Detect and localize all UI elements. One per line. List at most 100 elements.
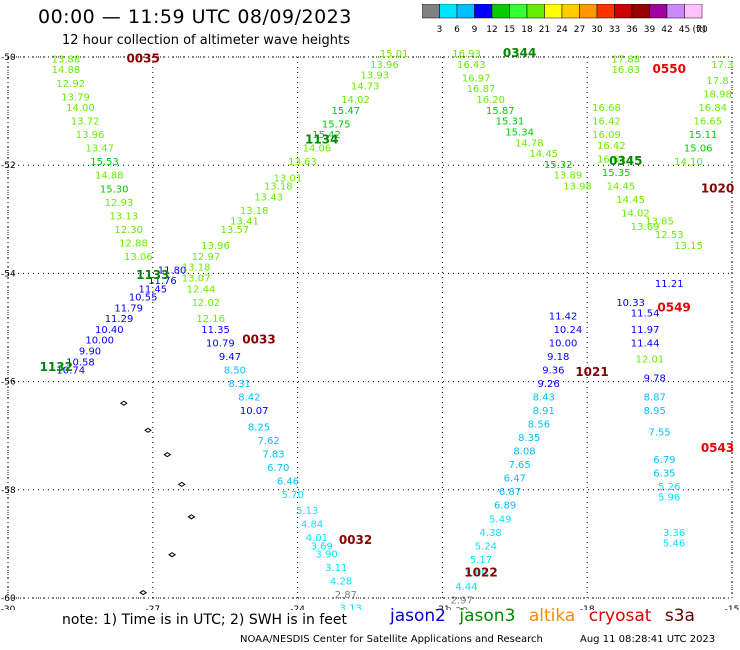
island-shape (139, 589, 148, 596)
wave-height-label: 6.47 (504, 474, 526, 485)
wave-height-label: 5.70 (282, 490, 304, 501)
wave-height-label: 3.11 (325, 563, 347, 574)
wave-height-label: 15.31 (496, 117, 525, 128)
wave-height-label: 15.35 (602, 168, 631, 179)
wave-height-label: 17.8 (706, 76, 728, 87)
wave-height-label: 14.88 (52, 65, 81, 76)
wave-height-label: 13.18 (240, 206, 269, 217)
pass-labels: 0035 1134 1133 0033 0032 1132 0344 0345 1021 1022… (40, 46, 735, 579)
colorbar-tick-label: 24 (556, 25, 568, 35)
wave-height-label: 16.63 (597, 154, 626, 165)
wave-height-label: 13.13 (110, 211, 139, 222)
wave-height-label: 8.95 (644, 406, 666, 417)
wave-height-label: 12.16 (196, 314, 225, 325)
colorbar-tick-label: 21 (539, 25, 550, 35)
wave-height-label: 9.36 (542, 365, 564, 376)
colorbar-tick-label: 39 (644, 25, 656, 35)
wave-height-label: 16.83 (611, 65, 640, 76)
wave-height-label: 12.44 (187, 284, 216, 295)
wave-height-label: 11.76 (148, 276, 177, 287)
wave-height-label: 3.89 (465, 568, 487, 579)
colorbar-tick-label: 33 (609, 25, 620, 35)
wave-height-label: 16.42 (592, 117, 621, 128)
land-islands (119, 400, 196, 596)
wave-height-label: 16.97 (462, 73, 491, 84)
wave-height-label: 6.89 (494, 501, 516, 512)
pass-time-label: 0035 (126, 51, 159, 65)
axis-ticks: -30 -27 -24 -21 -18 -15 -50 -52 -54 -56 -58 -60 (1, 53, 740, 610)
pass-time-label: 1133 (136, 268, 169, 282)
wave-height-label: 10.55 (129, 292, 158, 303)
wave-height-label: 4.28 (330, 576, 352, 587)
legend-s3a: s3a (664, 606, 695, 626)
island-shape (119, 400, 128, 406)
wave-height-label: 16.84 (698, 103, 727, 114)
colorbar-tick-label: 36 (626, 25, 638, 35)
wave-height-label: 5.49 (489, 514, 511, 525)
wave-height-label: 13.57 (221, 225, 250, 236)
wave-height-label: 15.47 (332, 106, 361, 117)
wave-height-label: 5.46 (663, 539, 685, 550)
colorbar-tick-label: 12 (486, 25, 497, 35)
wave-height-label: 10.24 (554, 325, 583, 336)
pass-time-label: 0549 (657, 300, 690, 314)
altimeter-map: -30 -27 -24 -21 -18 -15 -50 -52 -54 -56 -58 -60 13.… (1, 46, 740, 610)
wave-height-label: 13.47 (85, 144, 114, 155)
colorbar-tick-label: 27 (574, 25, 585, 35)
wave-height-label: 13.15 (674, 241, 703, 252)
wave-height-label: 14.02 (341, 95, 370, 106)
wave-height-label: 13.96 (201, 241, 230, 252)
wave-height-label: 16.20 (476, 95, 505, 106)
wave-height-label: 11.45 (138, 284, 167, 295)
grid-lines (7, 56, 733, 599)
wave-height-label: 16.68 (592, 103, 621, 114)
wave-height-label: 9.90 (79, 347, 101, 358)
y-tick-label: -56 (1, 378, 16, 388)
wave-height-label: 14.06 (303, 144, 332, 155)
wave-height-label: 9.26 (537, 379, 559, 390)
pass-time-label: 1022 (464, 565, 497, 579)
wave-height-label: 12.92 (56, 79, 85, 90)
wave-height-label: 13.41 (230, 217, 259, 228)
wave-height-label: 9.78 (644, 374, 666, 385)
pass-time-label: 1134 (305, 133, 338, 147)
pass-time-label: 1020 (701, 181, 734, 195)
island-shape (168, 552, 177, 558)
wave-height-label: 16.87 (467, 84, 496, 95)
x-tick-label: -30 (1, 605, 16, 610)
y-tick-label: -50 (1, 53, 16, 63)
x-tick-label: -21 (435, 605, 450, 610)
x-tick-label: -15 (725, 605, 740, 610)
colorbar-tick-label: 15 (504, 25, 515, 35)
colorbar-tick-label: 45 (679, 25, 690, 35)
wave-height-label: 5.24 (475, 541, 497, 552)
wave-height-label: 12.53 (655, 230, 684, 241)
wave-height-label: 8.08 (513, 447, 535, 458)
wave-height-label: 15.32 (544, 160, 573, 171)
wave-height-label: 15.30 (100, 184, 129, 195)
wave-height-colorbar: 3 6 9 12 15 18 21 24 27 30 33 36 39 42 45 70(ft) (422, 4, 708, 35)
wave-height-label: 10.07 (240, 406, 269, 417)
wave-height-label: 5.13 (296, 506, 318, 517)
wave-height-label: 5.96 (658, 493, 680, 504)
credit-text: NOAA/NESDIS Center for Satellite Applica… (240, 634, 543, 645)
wave-height-label: 15.06 (684, 144, 713, 155)
wave-height-label: 18.98 (703, 90, 732, 101)
wave-height-label: 16.09 (592, 130, 621, 141)
wave-height-label: 12.93 (105, 198, 134, 209)
wave-height-label: 11.29 (105, 314, 134, 325)
wave-height-label: 12.01 (636, 355, 665, 366)
wave-height-label: 4.44 (455, 582, 477, 593)
colorbar-tick-label: 18 (521, 25, 533, 35)
wave-height-label: 3.90 (315, 549, 337, 560)
wave-height-label: 13.07 (182, 274, 211, 285)
wave-height-label: 13.69 (631, 222, 660, 233)
note-text: note: 1) Time is in UTC; 2) SWH is in fe… (62, 612, 348, 628)
colorbar-tick-label: 70 (696, 25, 708, 35)
wave-height-label: 15.01 (380, 49, 409, 60)
wave-height-label: 14.45 (616, 195, 645, 206)
pass-time-label: 0550 (653, 62, 686, 76)
wave-height-label: 14.73 (351, 81, 380, 92)
pass-time-label: 1132 (40, 360, 73, 374)
wave-height-label: 14.45 (607, 182, 636, 193)
